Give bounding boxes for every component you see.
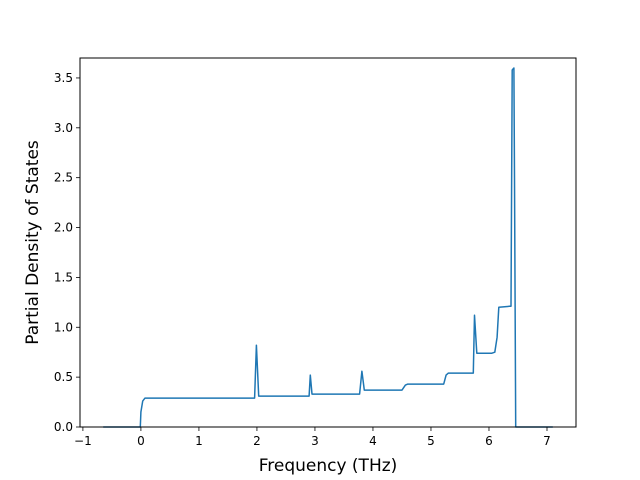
y-tick-label: 2.0 [54, 221, 73, 235]
x-axis-label: Frequency (THz) [259, 456, 398, 476]
y-axis-label: Partial Density of States [23, 140, 43, 345]
y-tick-label: 1.5 [54, 270, 73, 284]
y-tick-label: 3.5 [54, 71, 73, 85]
axes-frame [79, 57, 577, 428]
x-tick-label: 7 [543, 434, 551, 448]
x-tick-label: 3 [311, 434, 319, 448]
y-tick-label: 1.0 [54, 320, 73, 334]
x-tick-label: 0 [137, 434, 145, 448]
x-tick-label: 1 [195, 434, 203, 448]
plot-area [103, 67, 553, 428]
x-tick-label: 4 [369, 434, 377, 448]
y-tick-label: 0.0 [54, 420, 73, 434]
x-tick-label: 6 [485, 434, 493, 448]
axis-ticks: −1 0 1 2 3 4 5 6 7 0.0 0.5 1.0 1.5 2.0 2.5 3.0 3.5 [54, 71, 551, 448]
y-tick-label: 2.5 [54, 171, 73, 185]
x-tick-label: 2 [253, 434, 261, 448]
x-tick-label: −1 [74, 434, 92, 448]
y-tick-label: 0.5 [54, 370, 73, 384]
x-tick-label: 5 [427, 434, 435, 448]
series-line-0 [103, 67, 553, 428]
y-tick-label: 3.0 [54, 121, 73, 135]
